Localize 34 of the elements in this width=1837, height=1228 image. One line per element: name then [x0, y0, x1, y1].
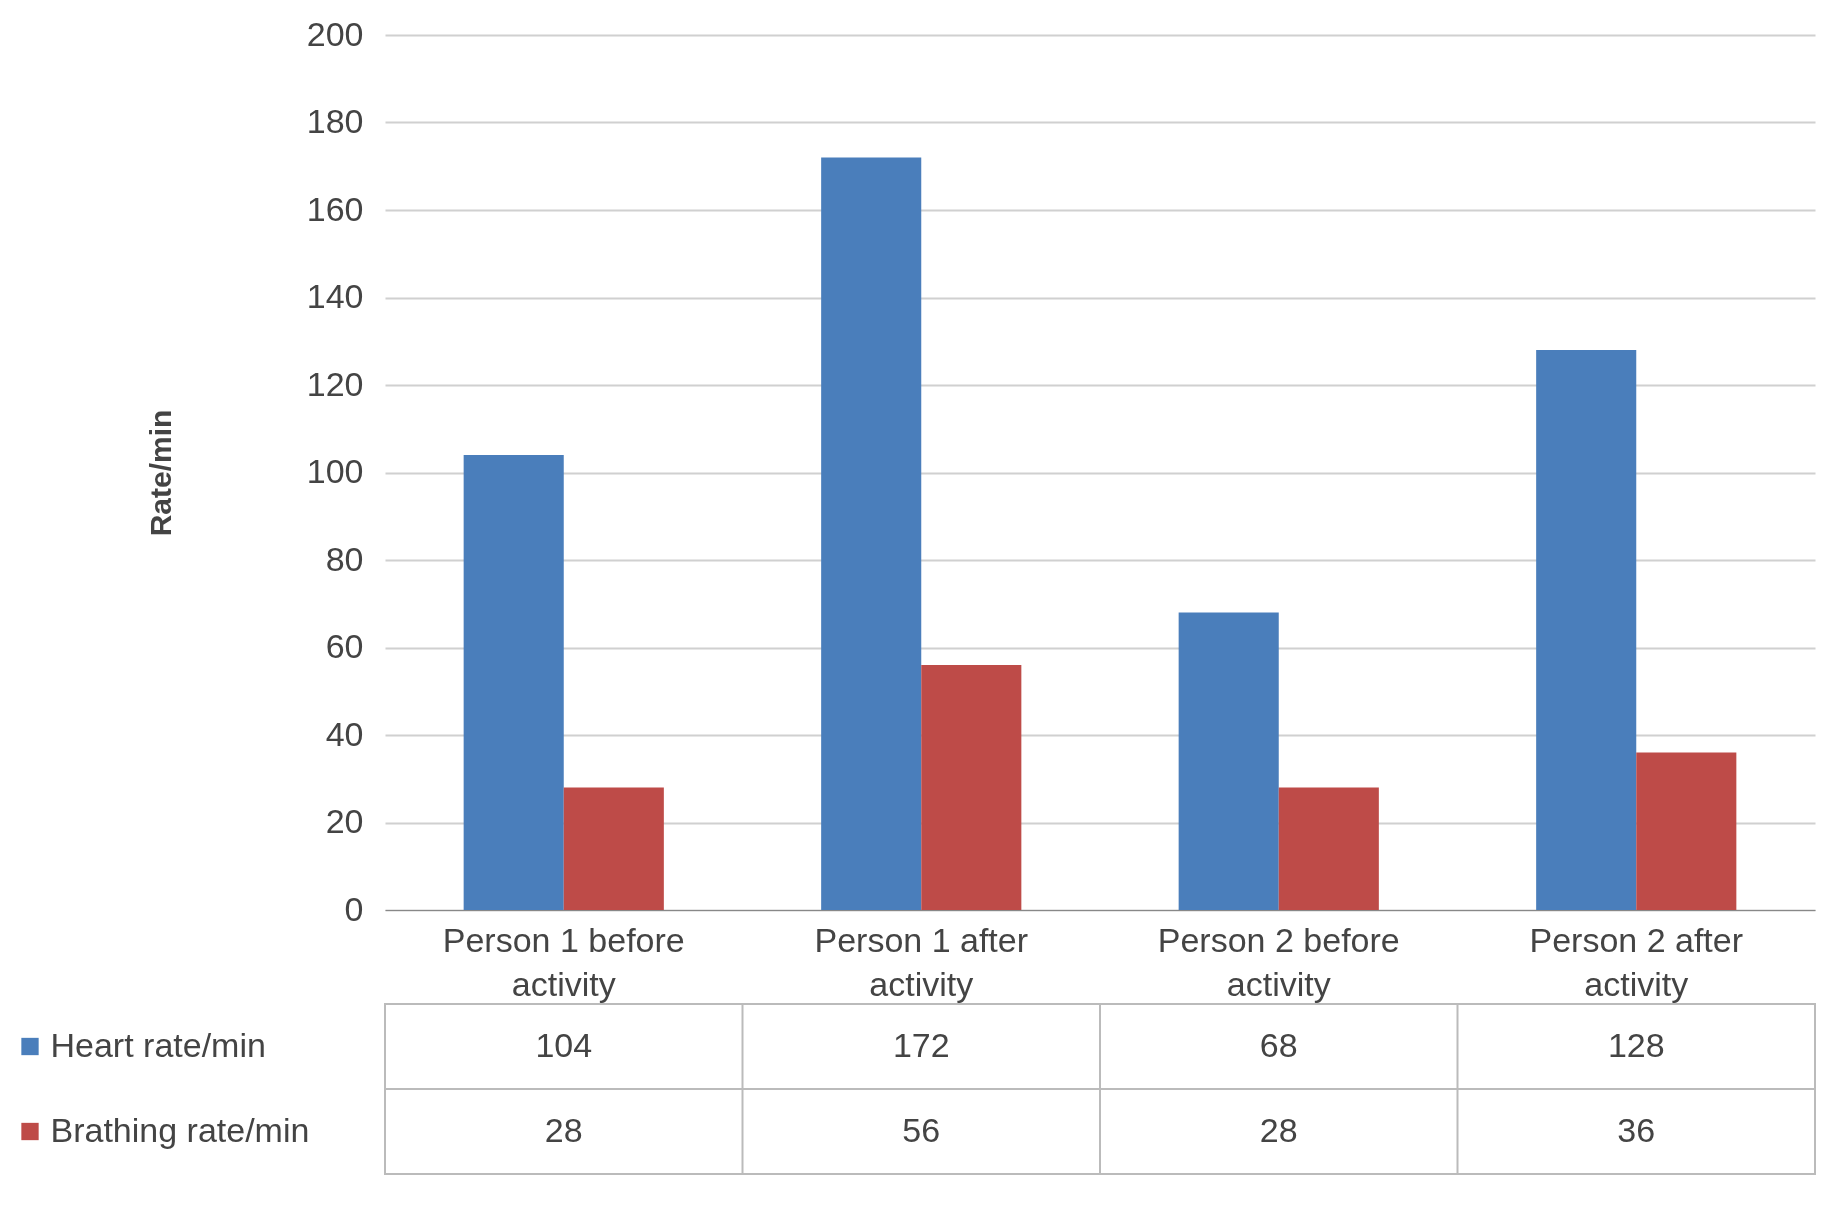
data-label: 28 — [544, 1110, 583, 1149]
y-tick-label: 20 — [325, 802, 364, 840]
bar — [821, 157, 922, 910]
bar — [1536, 350, 1637, 910]
data-label: 68 — [1259, 1025, 1298, 1064]
bar — [1278, 787, 1379, 910]
y-tick-label: 180 — [306, 102, 364, 140]
y-tick-label: 120 — [306, 364, 364, 403]
y-tick-label: 100 — [306, 452, 364, 490]
y-tick-label: 140 — [306, 277, 364, 315]
y-tick-label: 160 — [306, 189, 364, 228]
x-tick-label: Person 1 after activity — [814, 920, 1029, 1003]
legend-label: Brathing rate/min — [50, 1110, 310, 1149]
data-label: 36 — [1617, 1110, 1656, 1149]
bar — [921, 665, 1022, 910]
bar — [1636, 752, 1737, 910]
y-tick-label: 40 — [325, 714, 364, 753]
legend-label: Heart rate/min — [50, 1025, 266, 1064]
y-tick-label: 200 — [306, 14, 364, 53]
data-label: 172 — [892, 1025, 950, 1064]
data-label: 28 — [1259, 1110, 1298, 1149]
data-label: 104 — [535, 1025, 593, 1064]
bar — [1178, 612, 1279, 910]
y-tick-label: 80 — [325, 539, 364, 578]
bar — [563, 787, 664, 910]
y-tick-label: 60 — [325, 627, 364, 665]
data-label: 56 — [902, 1110, 941, 1149]
x-tick-label: Person 2 after activity — [1529, 920, 1744, 1003]
x-tick-label: Person 1 before activity — [442, 920, 685, 1003]
y-axis-title: Rate/min — [143, 409, 177, 537]
x-tick-label: Person 2 before activity — [1157, 920, 1400, 1003]
y-tick-label: 0 — [344, 889, 364, 928]
bar — [463, 455, 564, 910]
data-label: 128 — [1607, 1025, 1665, 1064]
